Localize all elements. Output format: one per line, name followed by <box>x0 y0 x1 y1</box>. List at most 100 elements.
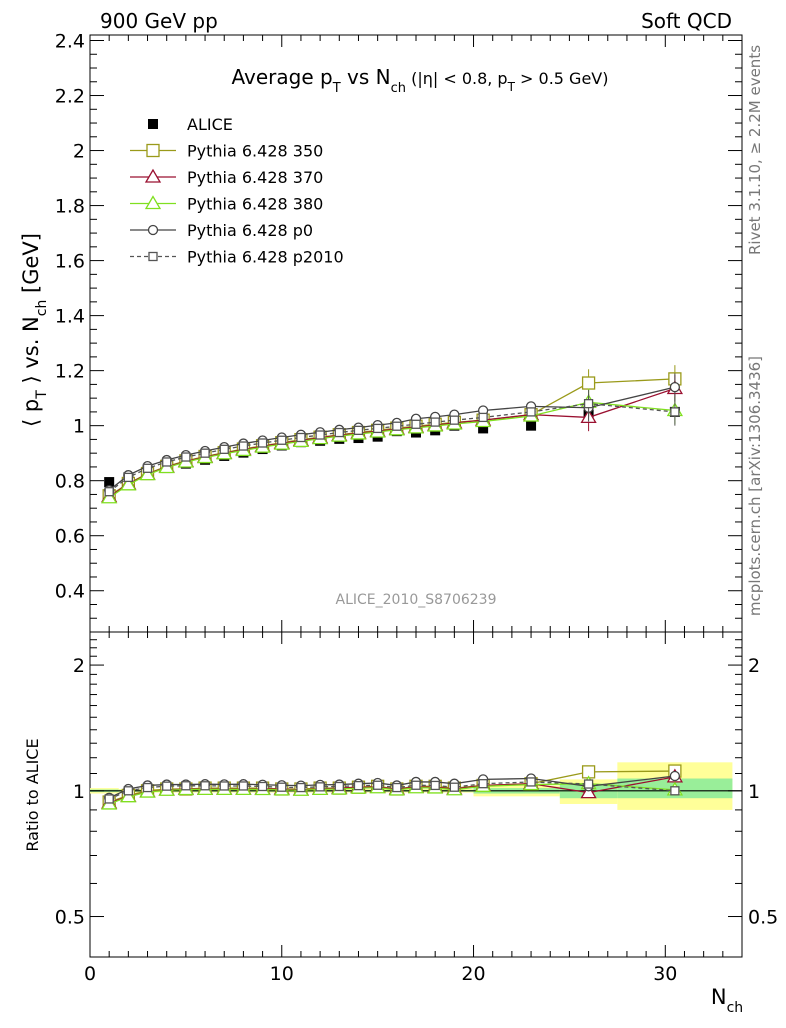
y-tick-label-main: 1 <box>73 416 85 438</box>
legend-label: Pythia 6.428 p2010 <box>187 248 344 267</box>
y-tick-label-main: 2 <box>73 141 85 163</box>
series-5-ratio-point <box>334 781 344 792</box>
series-5-point <box>353 425 364 435</box>
series-4-ratio-point <box>669 770 681 782</box>
series-5-point <box>277 435 287 445</box>
analysis-label: ALICE_2010_S8706239 <box>336 592 497 608</box>
series-5-ratio-point <box>315 782 325 792</box>
mcplots-label: mcplots.cern.ch [arXiv:1306.3436] <box>746 356 764 616</box>
y-axis-label-main: ⟨ pT ⟩ vs. Nch [GeV] <box>19 233 50 427</box>
series-5-point <box>392 421 402 431</box>
series-5-ratio-point <box>583 779 594 789</box>
y-tick-label-main: 0.6 <box>55 526 85 548</box>
series-3-point <box>139 466 156 481</box>
series-5-ratio-point <box>257 781 268 792</box>
legend-label: Pythia 6.428 380 <box>187 195 323 214</box>
series-5-ratio-point <box>181 781 191 791</box>
y-axis-label-ratio: Ratio to ALICE <box>23 738 42 851</box>
series-5-point <box>372 423 383 434</box>
chart-title: Average pT vs Nch (|η| < 0.8, pT > 0.5 G… <box>232 65 609 96</box>
series-5-ratio-point <box>353 780 364 791</box>
series-5-ratio-point <box>200 781 210 791</box>
x-tick-label: 0 <box>84 963 96 985</box>
series-5-ratio-point <box>430 780 440 791</box>
series-5-ratio-point <box>372 780 383 790</box>
series-5-point <box>142 463 153 473</box>
y-tick-label-ratio: 2 <box>73 655 85 677</box>
series-5-ratio-point <box>142 782 153 793</box>
y-tick-label-main: 0.4 <box>55 581 85 603</box>
legend-label: Pythia 6.428 p0 <box>187 221 313 240</box>
axes: 0 10 20 30 0.4 0.6 0.8 1 1.2 1.4 1.6 1.8 2 2.2 2.4 0.5 0… <box>55 31 778 985</box>
series-5-line <box>108 402 675 493</box>
series-5-point <box>162 457 172 467</box>
series-5-ratio-point <box>478 779 488 789</box>
series-5-point <box>104 487 114 497</box>
y-tick-label-ratio: 1 <box>73 781 85 803</box>
series-5-ratio-point <box>296 782 306 793</box>
legend-marker <box>148 119 158 129</box>
series-5-ratio-point <box>277 782 287 792</box>
legend-marker <box>146 143 160 158</box>
series-5-point <box>315 430 325 440</box>
x-axis-label: Nch <box>711 985 743 1016</box>
y-tick-label-main: 1.4 <box>55 306 85 328</box>
series-5-point <box>334 427 344 438</box>
series-0-point <box>104 477 115 488</box>
series-1-point <box>581 376 596 390</box>
y-tick-label-main: 1.2 <box>55 361 85 383</box>
series-3-point <box>101 489 118 504</box>
series-5-point <box>257 438 268 448</box>
series-0-point <box>478 423 489 434</box>
series-2-ratio-point <box>580 784 597 799</box>
y-tick-label-ratio-right: 0.5 <box>748 907 778 929</box>
series-5-point <box>478 412 488 423</box>
series-5-ratio-point <box>238 781 249 791</box>
legend-marker <box>144 195 162 210</box>
legend-label: ALICE <box>187 115 233 134</box>
series-5-point <box>123 472 134 483</box>
y-tick-label-ratio-right: 2 <box>748 655 760 677</box>
series-5-point <box>449 415 460 425</box>
series-5-ratio-point <box>670 786 680 796</box>
y-tick-label-main: 2.4 <box>55 31 85 53</box>
legend-marker <box>147 224 159 236</box>
process-label: Soft QCD <box>641 9 732 33</box>
series-5-ratio-point <box>392 782 402 793</box>
legend-label: Pythia 6.428 350 <box>187 142 323 161</box>
y-tick-label-main: 0.8 <box>55 471 85 493</box>
legend-marker <box>148 251 158 262</box>
series-5-point <box>430 417 440 427</box>
series-5-ratio-point <box>449 782 460 792</box>
series-5-point <box>238 441 249 451</box>
series-5-point <box>200 448 210 458</box>
legend: ALICE Pythia 6.428 350 Pythia 6.428 370 Pyt… <box>130 115 344 267</box>
energy-label: 900 GeV pp <box>100 9 218 33</box>
legend-label: Pythia 6.428 370 <box>187 168 323 187</box>
ratio-series-layer <box>101 764 684 810</box>
x-tick-label: 10 <box>270 963 294 985</box>
series-5-ratio-point <box>411 780 421 790</box>
series-5-ratio-point <box>219 781 229 791</box>
series-5-point <box>583 399 594 409</box>
series-5-ratio-point <box>104 794 114 804</box>
main-series-layer <box>101 365 684 504</box>
series-0-point <box>526 420 537 431</box>
series-5-point <box>181 452 191 462</box>
y-tick-label-main: 1.6 <box>55 251 85 273</box>
x-tick-label: 20 <box>461 963 485 985</box>
series-5-point <box>526 407 536 417</box>
series-1-line <box>108 378 675 497</box>
legend-marker <box>144 168 162 183</box>
y-tick-label-ratio-right: 1 <box>748 781 760 803</box>
series-5-ratio-point <box>526 777 536 787</box>
y-tick-label-main: 1.8 <box>55 196 85 218</box>
series-5-ratio-point <box>123 786 134 796</box>
series-3-point <box>120 476 137 491</box>
y-tick-label-ratio: 0.5 <box>55 907 85 929</box>
series-5-point <box>411 419 421 429</box>
series-5-point <box>296 432 306 443</box>
series-5-ratio-point <box>162 781 172 791</box>
